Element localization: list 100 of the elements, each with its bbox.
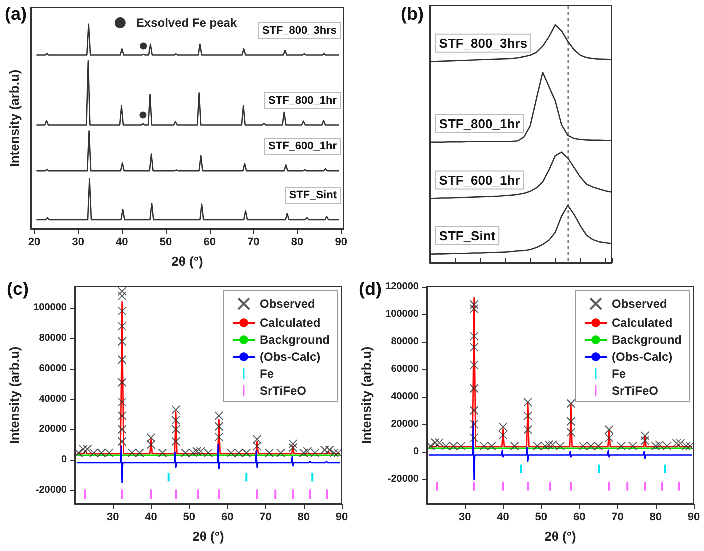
y-tick-label: -20000	[388, 474, 420, 485]
line-series	[428, 297, 693, 448]
x-axis-title: 2θ (°)	[544, 529, 576, 544]
x-tick-label: 60	[221, 512, 234, 524]
series-label: STF_Sint	[289, 189, 338, 202]
y-axis-title: Intensity (arb.u)	[7, 70, 22, 168]
legend-label: SrTiFeO	[260, 384, 306, 398]
point	[662, 442, 672, 451]
chart-title: (a)	[5, 4, 28, 24]
y-tick-label: 80000	[391, 336, 420, 348]
point	[430, 438, 440, 448]
y-tick-label: 100000	[34, 302, 68, 314]
x-tick-label: 40	[116, 236, 128, 248]
point	[544, 440, 554, 450]
point	[288, 440, 298, 449]
point	[118, 306, 127, 316]
x-tick-label: 50	[535, 512, 548, 524]
legend-label: Fe	[260, 367, 274, 381]
point	[524, 412, 533, 421]
point	[470, 434, 479, 443]
point	[435, 438, 444, 448]
point	[470, 384, 479, 394]
point	[480, 442, 489, 451]
point	[188, 448, 198, 458]
point	[640, 436, 650, 446]
point	[442, 442, 451, 451]
point	[118, 378, 127, 388]
point	[655, 440, 664, 450]
y-axis-title: Intensity (arb.u)	[7, 346, 22, 444]
point	[470, 300, 479, 310]
x-tick-label: 70	[248, 236, 260, 248]
legend-label: (Obs-Calc)	[260, 350, 321, 364]
y-tick-label: 20000	[39, 424, 68, 436]
point	[540, 442, 550, 451]
point	[276, 448, 286, 458]
x-tick-label: 40	[497, 512, 510, 524]
point	[470, 304, 479, 314]
legend-label: (Obs-Calc)	[612, 350, 673, 364]
series-label: STF_800_1hr	[439, 116, 520, 132]
point	[192, 447, 202, 456]
legend-label: Background	[260, 333, 330, 347]
point	[548, 440, 558, 450]
x-tick-label: 30	[459, 512, 472, 524]
x-tick-label: 70	[612, 512, 624, 524]
point	[118, 411, 127, 420]
chart-title: (b)	[401, 4, 424, 24]
point	[651, 442, 660, 451]
point	[456, 442, 466, 451]
point	[524, 398, 533, 407]
point	[628, 442, 638, 451]
point	[172, 437, 181, 446]
point	[325, 446, 334, 455]
y-tick-label: 0	[413, 446, 420, 458]
x-tick-label: 90	[688, 512, 700, 524]
point	[672, 439, 682, 448]
y-tick-label: 40000	[391, 391, 420, 402]
point	[524, 425, 533, 434]
series-label: STF_800_1hr	[268, 94, 338, 107]
point	[330, 448, 339, 458]
legend-label: Background	[612, 333, 682, 347]
point	[449, 442, 458, 451]
point	[104, 448, 114, 458]
point	[510, 442, 520, 451]
point	[226, 448, 236, 458]
point	[470, 420, 479, 429]
y-tick-label: 60000	[391, 364, 420, 375]
x-tick-label: 70	[260, 512, 272, 524]
x-tick-label: 50	[160, 236, 172, 248]
y-tick-label: 80000	[39, 333, 68, 344]
point	[265, 448, 274, 458]
point	[97, 448, 106, 458]
point	[118, 337, 127, 346]
point	[234, 448, 244, 458]
point	[204, 448, 213, 458]
x-axis-title: 2θ (°)	[192, 529, 224, 544]
point	[470, 360, 479, 370]
point	[158, 448, 168, 458]
point	[83, 444, 92, 454]
x-tick-label: 90	[335, 236, 348, 248]
point	[242, 448, 252, 458]
x-tick-label: 60	[573, 512, 586, 524]
y-tick-label: 0	[61, 454, 68, 466]
legend-label: Exsolved Fe peak	[136, 16, 238, 30]
point	[578, 442, 588, 451]
point	[556, 442, 565, 451]
point	[181, 448, 190, 458]
x-tick-label: 80	[650, 512, 662, 524]
point	[135, 448, 144, 458]
point	[533, 442, 542, 451]
point	[470, 406, 479, 416]
y-tick-label: -20000	[36, 484, 68, 496]
legend-label: SrTiFeO	[612, 384, 658, 398]
point	[118, 287, 127, 296]
y-tick-label: 100000	[386, 308, 420, 320]
x-tick-label: 80	[298, 512, 310, 524]
point	[682, 442, 691, 451]
y-tick-label: 40000	[39, 394, 68, 405]
x-tick-label: 60	[204, 236, 216, 248]
series-label: STF_Sint	[439, 228, 496, 244]
x-tick-label: 50	[183, 512, 196, 524]
